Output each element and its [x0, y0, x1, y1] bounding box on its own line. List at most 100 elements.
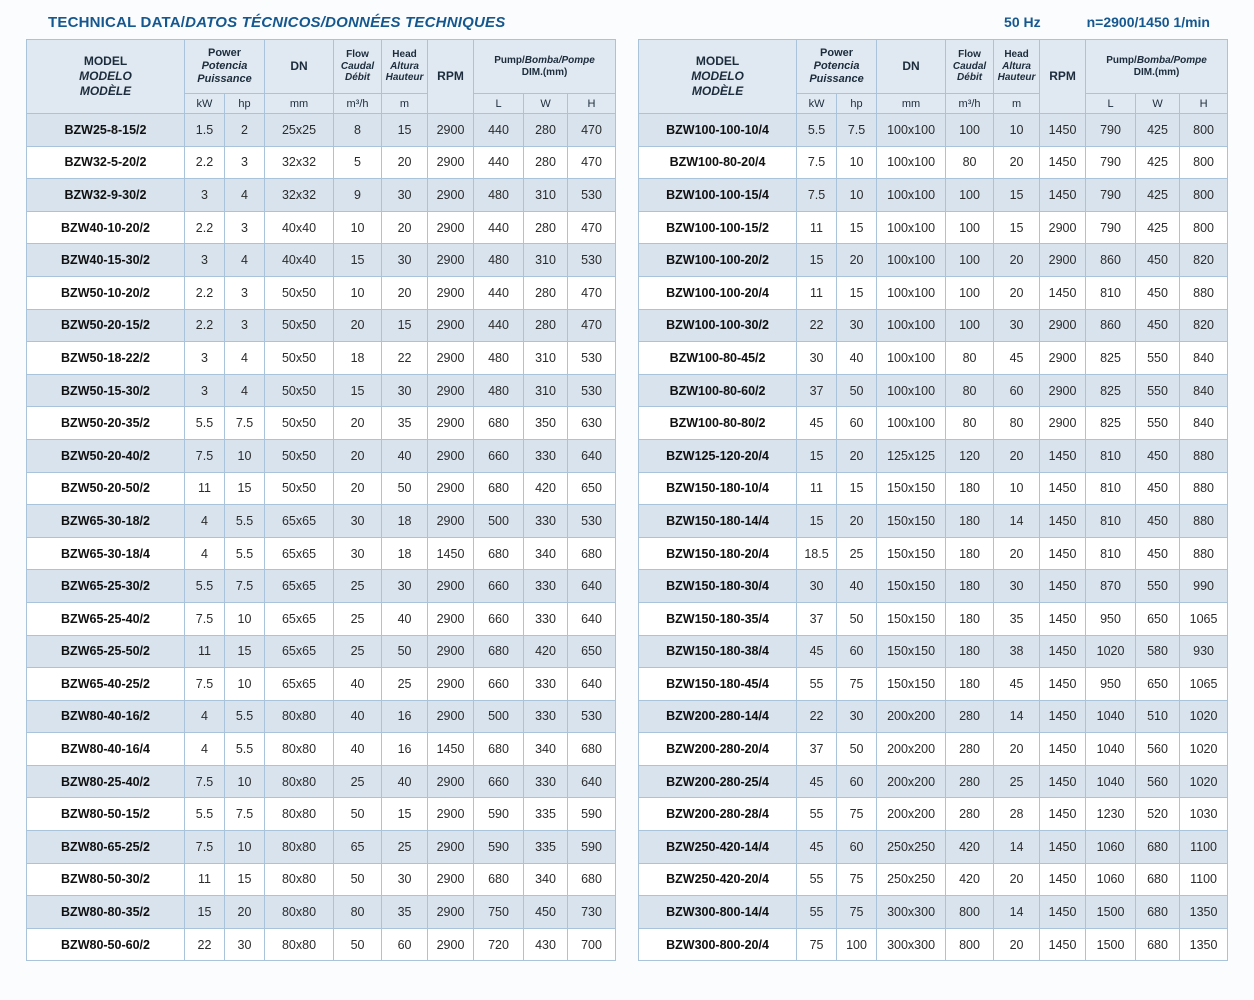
value-cell: 30 [381, 178, 429, 212]
value-cell: 30 [836, 308, 878, 343]
value-cell: 200x200 [876, 699, 947, 734]
value-cell: 15 [993, 178, 1041, 212]
table-row: BZW100-100-20/4 11 15 100x100 100 20 1450 810 45… [638, 275, 1229, 310]
model-cell: BZW150-180-14/4 [638, 504, 798, 538]
model-cell: BZW80-65-25/2 [26, 830, 185, 864]
value-cell: 680 [473, 406, 525, 440]
value-cell: 11 [184, 862, 225, 897]
value-cell: 100x100 [876, 406, 947, 440]
model-cell: BZW150-180-20/4 [638, 536, 798, 571]
value-cell: 30 [796, 341, 838, 375]
value-cell: 11 [796, 275, 838, 310]
value-cell: 330 [523, 504, 569, 538]
page-title-en: TECHNICAL DATA/ [48, 14, 186, 31]
table-row: BZW100-80-80/2 45 60 100x100 80 80 2900 825 550 8… [638, 406, 1229, 440]
value-cell: 880 [1179, 275, 1229, 310]
technical-table-right: MODEL MODELO MODÈLE Power Potencia Puiss… [638, 39, 1229, 962]
value-cell: 100x100 [876, 113, 947, 147]
value-cell: 2 [223, 113, 266, 147]
model-cell: BZW300-800-14/4 [638, 895, 798, 929]
table-row: BZW150-180-38/4 45 60 150x150 180 38 1450 1020 5… [638, 634, 1229, 669]
table-row: BZW100-100-15/4 7.5 10 100x100 100 15 1450 790 4… [638, 178, 1229, 212]
value-cell: 25 [381, 830, 429, 864]
value-cell: 800 [1179, 178, 1229, 212]
col-header-dn: DN [264, 39, 335, 94]
value-cell: 470 [567, 113, 617, 147]
value-cell: 100x100 [876, 243, 947, 277]
value-cell: 4 [184, 536, 225, 571]
value-cell: 60 [836, 764, 878, 799]
value-cell: 1020 [1179, 764, 1229, 799]
value-cell: 80x80 [264, 862, 335, 897]
model-cell: BZW250-420-20/4 [638, 862, 798, 897]
value-cell: 280 [523, 308, 569, 343]
value-cell: 340 [523, 862, 569, 897]
table-row: BZW300-800-20/4 75 100 300x300 800 20 1450 1500… [638, 927, 1229, 962]
value-cell: 4 [184, 504, 225, 538]
model-cell: BZW100-80-80/2 [638, 406, 798, 440]
value-cell: 20 [223, 895, 266, 929]
value-cell: 10 [223, 601, 266, 636]
value-cell: 1230 [1085, 797, 1137, 832]
value-cell: 1030 [1179, 797, 1229, 832]
value-cell: 660 [473, 438, 525, 473]
value-cell: 75 [836, 862, 878, 897]
model-cell: BZW50-20-40/2 [26, 438, 185, 473]
value-cell: 1450 [1039, 569, 1087, 603]
value-cell: 640 [567, 601, 617, 636]
value-cell: 810 [1085, 536, 1137, 571]
model-cell: BZW100-80-60/2 [638, 373, 798, 408]
value-cell: 450 [1135, 243, 1181, 277]
value-cell: 330 [523, 569, 569, 603]
value-cell: 660 [473, 569, 525, 603]
value-cell: 950 [1085, 667, 1137, 701]
value-cell: 250x250 [876, 830, 947, 864]
value-cell: 80x80 [264, 830, 335, 864]
value-cell: 40 [333, 732, 383, 766]
value-cell: 15 [796, 438, 838, 473]
value-cell: 30 [333, 504, 383, 538]
value-cell: 550 [1135, 569, 1181, 603]
value-cell: 1450 [1039, 927, 1087, 962]
value-cell: 880 [1179, 536, 1229, 571]
value-cell: 80x80 [264, 699, 335, 734]
value-cell: 2900 [427, 569, 475, 603]
value-cell: 840 [1179, 373, 1229, 408]
value-cell: 2.2 [184, 145, 225, 180]
value-cell: 20 [993, 275, 1041, 310]
value-cell: 640 [567, 438, 617, 473]
table-row: BZW80-50-60/2 22 30 80x80 50 60 2900 720 430 700 [26, 927, 617, 962]
value-cell: 180 [945, 601, 995, 636]
value-cell: 510 [1135, 699, 1181, 734]
value-cell: 250x250 [876, 862, 947, 897]
value-cell: 500 [473, 504, 525, 538]
table-head: MODEL MODELO MODÈLE Power Potencia Puiss… [638, 39, 1229, 114]
value-cell: 280 [523, 145, 569, 180]
table-row: BZW100-100-10/4 5.5 7.5 100x100 100 10 1450 790… [638, 113, 1229, 147]
value-cell: 30 [333, 536, 383, 571]
table-head: MODEL MODELO MODÈLE Power Potencia Puiss… [26, 39, 617, 114]
value-cell: 30 [836, 699, 878, 734]
value-cell: 40 [836, 341, 878, 375]
value-cell: 25 [836, 536, 878, 571]
value-cell: 180 [945, 471, 995, 506]
value-cell: 14 [993, 830, 1041, 864]
table-row: BZW80-65-25/2 7.5 10 80x80 65 25 2900 590 335 590 [26, 830, 617, 864]
value-cell: 1020 [1085, 634, 1137, 669]
value-cell: 55 [796, 862, 838, 897]
value-cell: 15 [381, 797, 429, 832]
frequency-value: 50 Hz [1004, 14, 1041, 30]
value-cell: 4 [184, 732, 225, 766]
value-cell: 37 [796, 732, 838, 766]
value-cell: 560 [1135, 764, 1181, 799]
value-cell: 75 [836, 797, 878, 832]
value-cell: 15 [993, 210, 1041, 245]
model-cell: BZW80-50-60/2 [26, 927, 185, 962]
value-cell: 280 [945, 797, 995, 832]
value-cell: 450 [1135, 438, 1181, 473]
value-cell: 15 [836, 210, 878, 245]
value-cell: 420 [945, 862, 995, 897]
value-cell: 32x32 [264, 145, 335, 180]
value-cell: 530 [567, 243, 617, 277]
value-cell: 590 [567, 830, 617, 864]
